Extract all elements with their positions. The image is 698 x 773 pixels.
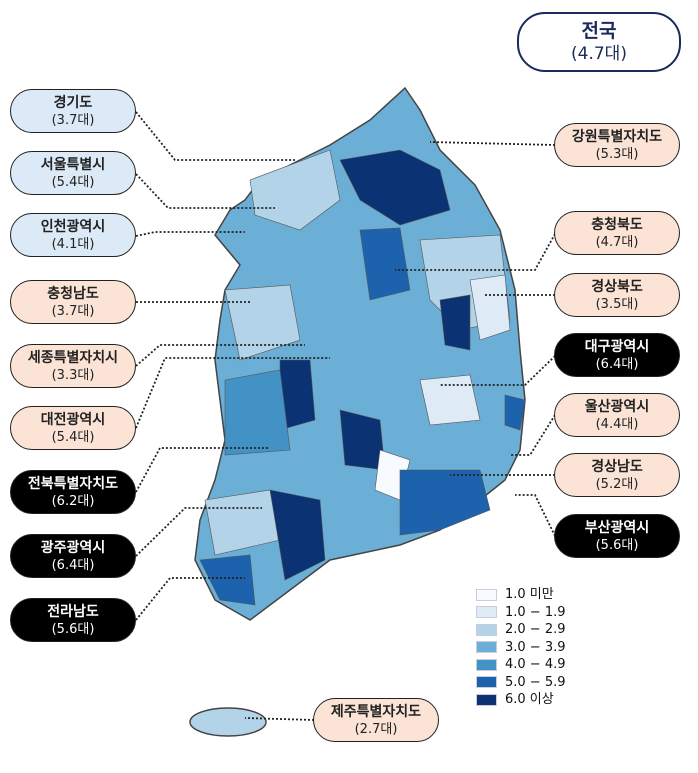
region-value: (6.4대) (51, 558, 95, 573)
legend-item: 4.0 − 4.9 (476, 656, 566, 674)
region-name: 제주특별자치도 (330, 704, 422, 720)
legend-swatch (476, 676, 497, 689)
region-value: (5.3대) (595, 147, 639, 162)
label-gyeonggi: 경기도 (3.7대) (10, 89, 136, 133)
label-gwangju: 광주광역시 (6.4대) (10, 534, 136, 578)
region-name: 충청남도 (47, 286, 99, 302)
region-value: (4.4대) (595, 417, 639, 432)
region-value: (4.1대) (51, 237, 95, 252)
region-value: (6.4대) (595, 357, 639, 372)
region-name: 울산광역시 (584, 399, 650, 415)
region-name: 광주광역시 (40, 540, 106, 556)
label-gyeongnam: 경상남도 (5.2대) (554, 453, 680, 497)
region-value: (5.2대) (595, 477, 639, 492)
legend-label: 2.0 − 2.9 (505, 622, 566, 637)
region-value: (6.2대) (51, 494, 95, 509)
label-incheon: 인천광역시 (4.1대) (10, 213, 136, 257)
label-busan: 부산광역시 (5.6대) (554, 514, 680, 558)
region-name: 부산광역시 (584, 520, 650, 536)
region-value: (5.4대) (51, 430, 95, 445)
legend-item: 6.0 이상 (476, 691, 566, 709)
label-gangwon: 강원특별자치도 (5.3대) (554, 123, 680, 167)
legend-item: 5.0 − 5.9 (476, 674, 566, 692)
label-seoul: 서울특별시 (5.4대) (10, 151, 136, 195)
region-value: (2.7대) (354, 722, 398, 737)
label-gyeongbuk: 경상북도 (3.5대) (554, 273, 680, 317)
region-name: 경상북도 (591, 279, 643, 295)
national-value: (4.7대) (571, 44, 627, 64)
jeju-map (189, 707, 267, 737)
legend-label: 1.0 미만 (505, 587, 554, 602)
legend-swatch (476, 606, 497, 619)
legend: 1.0 미만 1.0 − 1.9 2.0 − 2.9 3.0 − 3.9 4.0 − 4… (476, 586, 566, 709)
region-name: 전북특별자치도 (27, 476, 119, 492)
legend-item: 2.0 − 2.9 (476, 621, 566, 639)
label-jeonbuk: 전북특별자치도 (6.2대) (10, 470, 136, 514)
label-ulsan: 울산광역시 (4.4대) (554, 393, 680, 437)
region-name: 서울특별시 (40, 157, 106, 173)
label-sejong: 세종특별자치시 (3.3대) (10, 344, 136, 388)
region-name: 경상남도 (591, 459, 643, 475)
legend-label: 4.0 − 4.9 (505, 657, 566, 672)
region-value: (3.5대) (595, 297, 639, 312)
region-value: (5.4대) (51, 175, 95, 190)
legend-item: 1.0 미만 (476, 586, 566, 604)
legend-swatch (476, 623, 497, 636)
legend-label: 3.0 − 3.9 (505, 639, 566, 655)
region-name: 강원특별자치도 (571, 129, 663, 145)
legend-label: 1.0 − 1.9 (505, 604, 566, 620)
legend-swatch (476, 641, 497, 654)
label-chungbuk: 충청북도 (4.7대) (554, 211, 680, 255)
region-name: 대구광역시 (584, 339, 650, 355)
region-name: 전라남도 (47, 604, 99, 620)
region-name: 대전광역시 (40, 412, 106, 428)
legend-swatch (476, 658, 497, 671)
connector-lines (135, 111, 556, 721)
label-jeju: 제주특별자치도 (2.7대) (313, 698, 439, 742)
label-daejeon: 대전광역시 (5.4대) (10, 406, 136, 450)
district-shading (199, 149, 526, 606)
legend-label: 6.0 이상 (505, 692, 554, 707)
label-chungnam: 충청남도 (3.7대) (10, 280, 136, 324)
region-value: (3.3대) (51, 368, 95, 383)
region-name: 충청북도 (591, 217, 643, 233)
legend-swatch (476, 588, 497, 601)
legend-item: 1.0 − 1.9 (476, 604, 566, 622)
national-average-badge: 전국 (4.7대) (517, 12, 681, 72)
national-name: 전국 (581, 20, 617, 42)
label-jeonnam: 전라남도 (5.6대) (10, 598, 136, 642)
region-value: (5.6대) (595, 538, 639, 553)
region-value: (4.7대) (595, 235, 639, 250)
region-value: (3.7대) (51, 113, 95, 128)
label-daegu: 대구광역시 (6.4대) (554, 333, 680, 377)
region-value: (5.6대) (51, 622, 95, 637)
legend-swatch (476, 693, 497, 706)
region-name: 경기도 (53, 95, 93, 111)
legend-item: 3.0 − 3.9 (476, 639, 566, 657)
region-name: 인천광역시 (40, 219, 106, 235)
region-value: (3.7대) (51, 304, 95, 319)
region-name: 세종특별자치시 (27, 350, 119, 366)
legend-label: 5.0 − 5.9 (505, 674, 566, 690)
